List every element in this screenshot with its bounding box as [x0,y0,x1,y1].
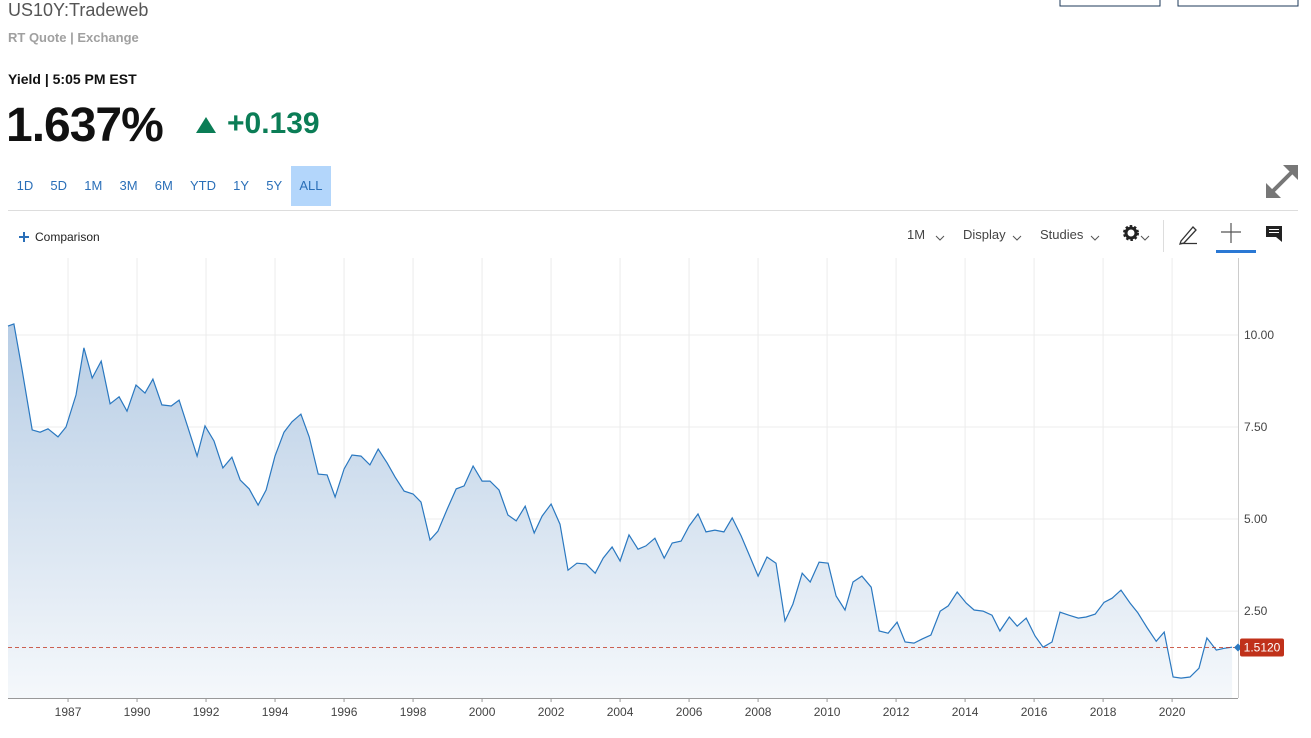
plus-icon[interactable] [19,232,29,242]
range-button[interactable]: 1M [84,178,103,193]
x-tick-label: 2016 [1021,705,1048,719]
draw-icon[interactable] [1179,226,1197,245]
active-tool-underline [1216,250,1256,253]
x-tick-label: 1994 [262,705,289,719]
x-tick-label: 2018 [1090,705,1117,719]
x-tick-label: 1990 [124,705,151,719]
x-tick-label: 2008 [745,705,772,719]
last-value-label: 1.5120 [1244,640,1281,654]
x-tick-label: 1998 [400,705,427,719]
expand-icon[interactable] [1266,165,1298,198]
line [7,323,1233,679]
x-tick-label: 1996 [331,705,358,719]
x-tick-label: 2014 [952,705,979,719]
display-menu[interactable]: Display [963,227,1006,242]
range-selector: 1D 5D 1M 3M 6M YTD 1Y 5Y ALL [8,166,332,206]
y-tick-label: 10.00 [1244,328,1274,342]
quote-source: RT Quote | Exchange [8,30,139,45]
y-tick-label: 5.00 [1244,512,1268,526]
range-button[interactable]: YTD [189,178,216,193]
comparison-button[interactable]: Comparison [35,230,100,244]
range-button[interactable]: 1D [16,178,34,193]
interval-menu[interactable]: 1M [907,227,926,242]
header-button[interactable] [1059,0,1161,7]
x-tick-label: 2006 [676,705,703,719]
range-button[interactable]: 5D [50,178,68,193]
x-tick-label: 1987 [55,705,82,719]
header-button[interactable] [1177,0,1299,7]
studies-menu[interactable]: Studies [1040,227,1084,242]
range-button[interactable]: 6M [154,178,173,193]
range-button[interactable]: 3M [119,178,138,193]
price: 1.637% [6,99,164,152]
x-tick-label: 2010 [814,705,841,719]
range-button[interactable]: ALL [290,166,332,206]
up-arrow [196,117,216,133]
x-tick-label: 2002 [538,705,565,719]
x-tick-label: 2012 [883,705,910,719]
x-tick-label: 2004 [607,705,634,719]
price-change: +0.139 [227,107,320,140]
settings-icon[interactable] [1123,225,1139,241]
symbol-title: US10Y:Tradeweb [8,0,149,20]
comment-icon[interactable] [1266,226,1282,242]
area [8,323,1233,698]
range-button[interactable]: 5Y [266,178,283,193]
y-tick-label: 2.50 [1244,604,1268,618]
y-tick-label: 7.50 [1244,420,1268,434]
last-value-marker [1234,643,1242,652]
range-button[interactable]: 1Y [233,178,250,193]
crosshair-icon[interactable] [1221,223,1241,243]
x-tick-label: 2020 [1159,705,1186,719]
last-value-badge [1240,638,1284,657]
quote-status: Yield | 5:05 PM EST [8,71,137,87]
x-tick-label: 1992 [193,705,220,719]
x-tick-label: 2000 [469,705,496,719]
